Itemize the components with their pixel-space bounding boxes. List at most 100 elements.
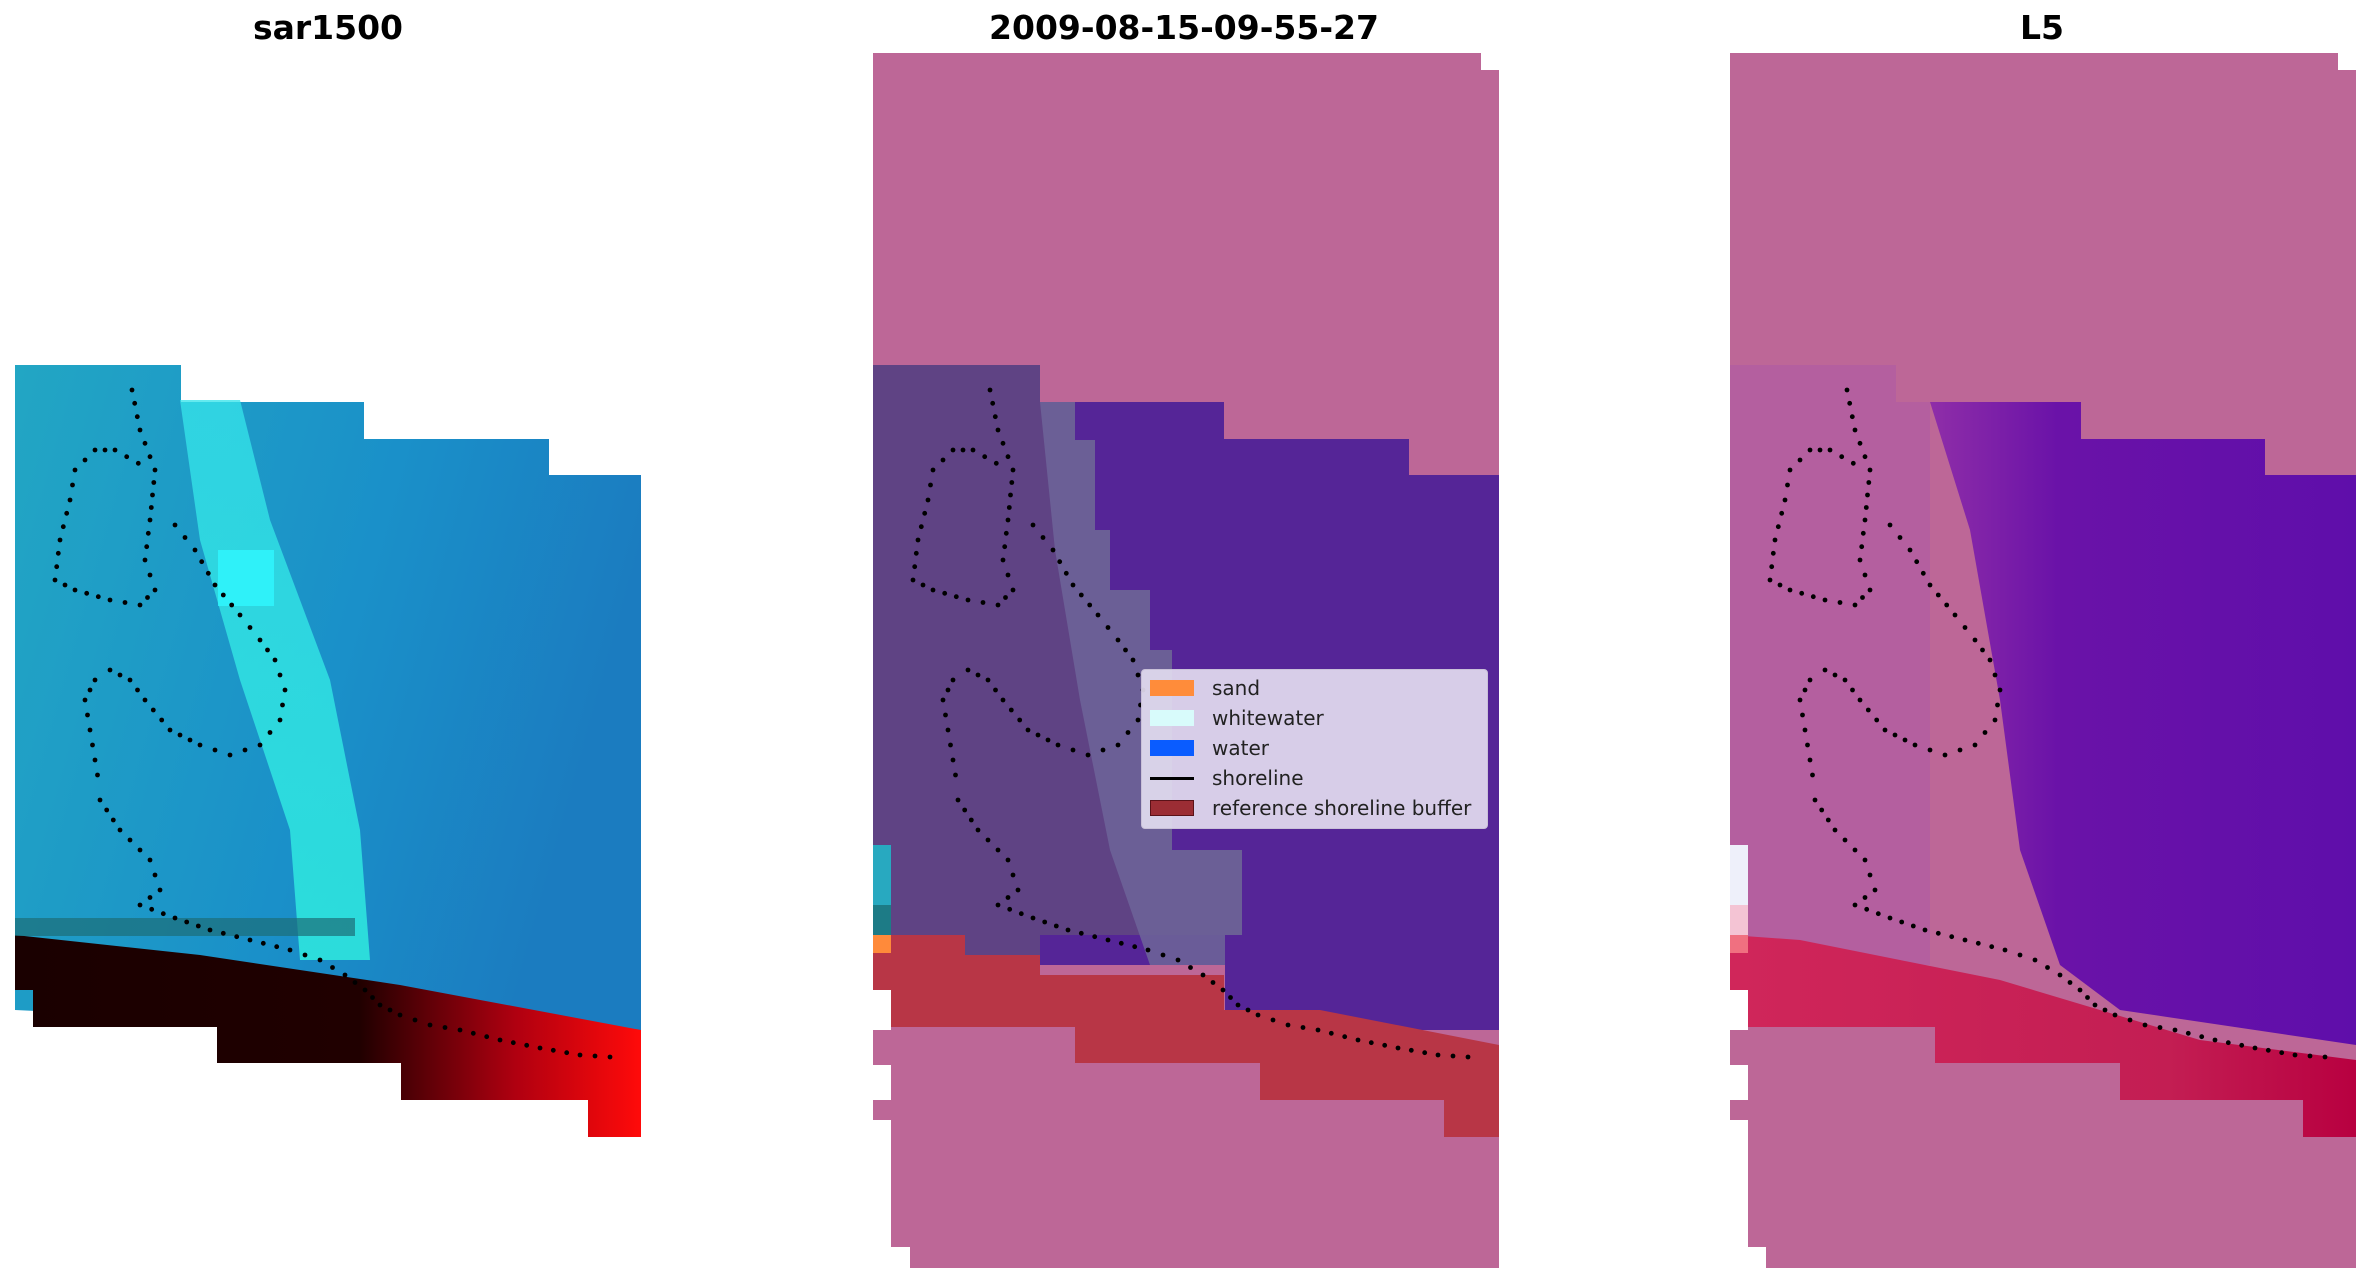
shoreline-dot [137,427,143,433]
shoreline-dot [1817,447,1823,453]
shoreline-dot [1852,902,1858,908]
shoreline-dot [145,530,151,536]
shoreline-dot [1395,1045,1401,1051]
shoreline-dot [1006,505,1012,510]
shoreline-dot [122,600,128,605]
shoreline-dot [1865,707,1871,713]
shoreline-dot [1779,510,1785,516]
shoreline-dot [257,637,263,643]
shoreline-dot [1982,730,1988,735]
shoreline-dot [1070,582,1076,588]
shoreline-dot [2002,947,2008,953]
shoreline-dot [1085,752,1091,758]
shoreline-dot [1850,687,1855,693]
shoreline-dot [995,602,1001,608]
shoreline-dot [1860,530,1866,536]
shoreline-dot [1987,657,1993,663]
shoreline-dot [975,672,981,678]
shoreline-dot [1807,677,1813,683]
shoreline-dot [995,847,1001,853]
shoreline-dot [1005,454,1011,460]
shoreline-dot [1882,727,1888,733]
shoreline-dot [913,550,919,556]
l5-water-area [1930,402,2356,1045]
shoreline-dot [1045,737,1051,743]
shoreline-dot [1852,847,1858,853]
sar-land-edge [15,918,355,936]
shoreline-dot [1837,600,1843,605]
shoreline-dot [92,677,98,683]
shoreline-dot [1123,647,1128,653]
shoreline-dot [82,457,88,463]
shoreline-dot [212,582,218,588]
shoreline-dot [1010,467,1016,473]
shoreline-dots-panel-1 [52,387,613,1060]
shoreline-dot [1866,480,1872,485]
shoreline-dot [64,510,70,516]
shoreline-dots-panel-3 [1767,387,2328,1060]
sand-pixel [873,935,891,953]
shoreline-dot [277,717,283,723]
shoreline-dot [274,944,280,950]
shoreline-dot [990,400,996,406]
shoreline-dot [1408,1047,1414,1053]
shoreline-dot [1015,887,1021,893]
shoreline-dot [1210,980,1216,985]
shoreline-dot [1008,492,1013,498]
shoreline-dot [2322,1054,2328,1060]
shoreline-dot [220,930,226,936]
shoreline-dot [227,752,233,758]
shoreline-dot [592,1053,598,1059]
shoreline-dot [267,730,273,735]
shoreline-dot [1842,677,1848,683]
shoreline-dot [484,1034,490,1040]
shoreline-dot [212,747,218,753]
shoreline-dot [199,559,205,565]
shoreline-dot [1980,647,1985,653]
shoreline-dot [1005,572,1011,578]
shoreline-dot [1797,457,1803,463]
shoreline-dot [922,510,928,516]
shoreline-dot [1003,530,1009,536]
shoreline-dot [1063,570,1069,576]
shoreline-dot [1285,1022,1291,1028]
shoreline-dot [148,505,154,510]
shoreline-dot [1787,587,1793,593]
shoreline-dot [117,827,123,833]
shoreline-dot [1087,602,1093,608]
shoreline-dot [928,482,933,488]
shoreline-dot [1860,595,1865,600]
shoreline-dot [1777,582,1783,588]
shoreline-dot [1799,590,1805,596]
shoreline-dot [1092,934,1098,940]
shoreline-dot [2212,1037,2218,1043]
shoreline-dot [1050,547,1056,553]
shoreline-dot [1989,944,1995,950]
shoreline-dot [1862,895,1868,900]
shoreline-dot [2092,1002,2098,1008]
shoreline-dot [2077,987,2083,993]
shoreline-dot [1942,752,1948,758]
shoreline-dot [1902,737,1908,743]
shoreline-dot [1887,915,1893,921]
shoreline-dot [1255,1012,1261,1018]
shoreline-dot [993,687,998,693]
shoreline-dot [2252,1045,2258,1051]
shoreline-dot [92,757,98,763]
shoreline-dot [2057,972,2063,978]
shoreline-dot [1000,697,1006,703]
shoreline-dot [2292,1052,2298,1058]
shoreline-dot [564,1050,570,1056]
shoreline-dot [1975,940,1981,946]
shoreline-dot [1805,742,1810,748]
shoreline-dot [1009,480,1015,485]
shoreline-dot [257,742,263,748]
shoreline-dot [1315,1027,1321,1033]
shoreline-dot [550,1047,556,1053]
shoreline-dot [948,742,953,748]
shoreline-dot [152,872,158,878]
shoreline-dot [142,557,148,563]
shoreline-dot [1328,1030,1334,1036]
shoreline-dot [92,447,98,453]
